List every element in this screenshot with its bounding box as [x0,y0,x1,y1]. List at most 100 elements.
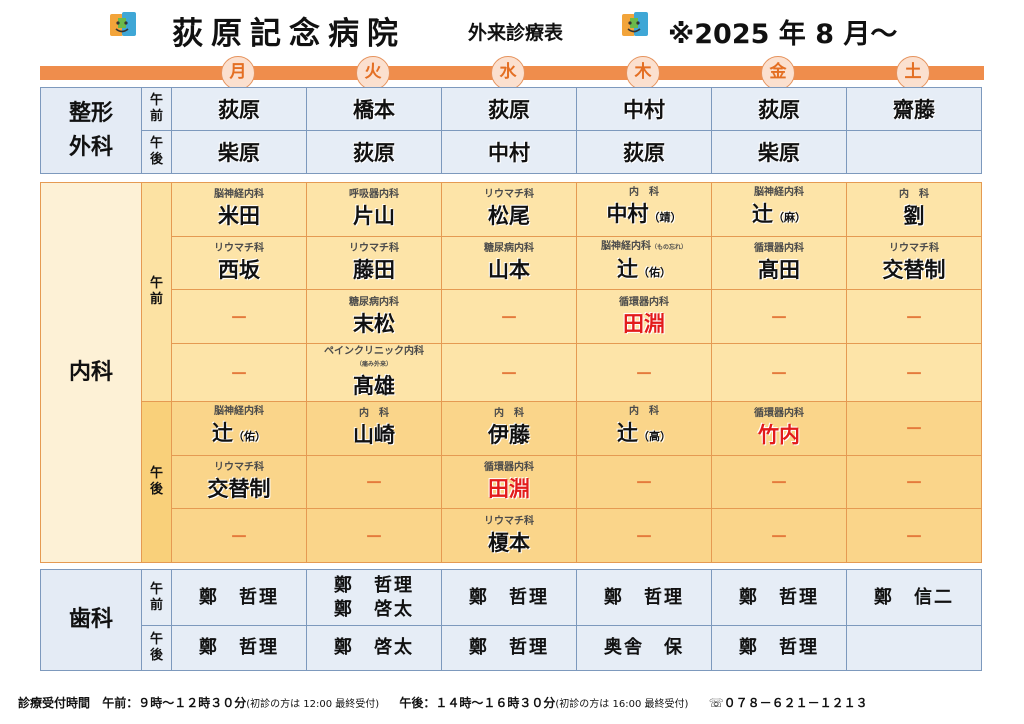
day-mon: 月 [221,56,255,90]
doctor-cell: 内 科山崎 [306,401,442,456]
doctor-cell: 循環器内科 竹内 [711,401,847,456]
doctor-name: 辻（佑） [212,421,266,446]
specialty-label: 循環器内科 [619,296,669,308]
dash-mark: － [905,419,923,441]
specialty-label: 内 科 [899,189,929,201]
doctor-name: 片山 [353,204,395,229]
doctor-cell: － [846,289,982,345]
doctor-cell: 橋本 [306,87,442,131]
pm-label: 午後 [141,130,172,174]
doctor-cell: 荻原 [306,130,442,174]
specialty-label: 循環器内科 [754,408,804,420]
doctor-name: 鄭 哲理 [469,637,549,658]
day-fri: 金 [761,56,795,90]
doctor-name: 辻（高） [617,421,671,446]
doctor-name: 藤田 [353,258,395,283]
doctor-cell: 鄭 哲理 [711,625,847,671]
doctor-cell: － [846,343,982,403]
dept-orthopedics: 整形 外科 [40,87,142,174]
dash-mark: － [635,526,653,548]
doctor-cell: リウマチ科 交替制 [846,235,982,291]
phone-number: ☏０７８－６２１－１２１３ [708,696,868,710]
specialty-label: 脳神経内科 [754,187,804,199]
am-label: 午前 [141,181,172,403]
doctor-cell: リウマチ科 西坂 [171,235,307,291]
doctor-cell: － [171,508,307,564]
doctor-name: 鄭 啓太 [334,637,414,658]
doctor-cell: 荻原 [441,87,577,131]
doctor-cell: 内 科辻（高） [576,401,712,456]
doctor-name: 山崎 [353,423,395,448]
doctor-name: 山本 [488,258,530,283]
doctor-cell: 荻原 [576,130,712,174]
doctor-cell: 荻原 [171,87,307,131]
doctor-cell: ペインクリニック内科（痛み外来） 髙雄 [306,343,442,403]
doctor-name: 鄭 哲理 [469,586,549,608]
doctor-name: 鄭 哲理 [739,637,819,658]
doctor-cell: － [711,343,847,403]
hospital-logo-icon [622,12,648,36]
doctor-name: 田淵 [623,311,665,336]
dash-mark: － [365,526,383,548]
reception-label: 診療受付時間 [18,696,91,710]
pm-label: 午後 [141,401,172,564]
doctor-cell: － [846,454,982,510]
doctor-name: 辻（麻） [752,202,806,227]
specialty-label: 内 科 [359,408,389,420]
day-sat: 土 [896,56,930,90]
doctor-cell: 脳神経内科 辻（佑） [171,401,307,456]
closed-cell [846,625,982,671]
doctor-cell: － [846,401,982,456]
doctor-cell: 鄭 哲理 [711,569,847,626]
doctor-cell: 糖尿病内科 末松 [306,289,442,345]
doctor-cell: － [711,508,847,564]
doctor-cell: 内 科伊藤 [441,401,577,456]
specialty-label: 脳神経内科（もの忘れ） [600,240,687,252]
dash-mark: － [770,363,788,385]
doctor-name: 鄭 哲理 [199,586,279,608]
doctor-cell: 荻原 [711,87,847,131]
doctor-cell: リウマチ科 松尾 [441,182,577,237]
hospital-name: 荻原記念病院 [172,16,406,52]
doctor-cell: － [576,508,712,564]
doctor-cell: リウマチ科 藤田 [306,235,442,291]
dept-internal-medicine: 内科 [40,181,142,564]
dash-mark: － [905,363,923,385]
specialty-label: 循環器内科 [484,462,534,474]
pm-label: 午後 [141,625,172,671]
dash-mark: － [635,363,653,385]
doctor-cell: － [576,454,712,510]
doctor-cell: 鄭 哲理 [441,569,577,626]
day-tue: 火 [356,56,390,90]
page-header: 荻原記念病院 外来診療表 ※2025 年 8 月～ [0,0,1024,60]
doctor-cell: 鄭 信二 [846,569,982,626]
doctor-cell: － [846,508,982,564]
doctor-cell: 鄭 哲理 [171,625,307,671]
doctor-cell: 循環器内科 髙田 [711,235,847,291]
specialty-label: 内 科 [494,408,524,420]
dash-mark: － [365,473,383,495]
am-hours: 午前：９時～１２時３０分(初診の方は 12:00 最終受付) [102,696,380,710]
specialty-label: 循環器内科 [754,243,804,255]
doctor-name: 伊藤 [488,423,530,448]
effective-date: ※2025 年 8 月～ [668,19,898,50]
doctor-cell: 中村 [576,87,712,131]
doctor-cell: 脳神経内科（もの忘れ） 辻（佑） [576,235,712,291]
doctor-name: 劉 [903,204,925,229]
doctor-name: 交替制 [882,258,946,283]
doctor-cell: － [711,289,847,345]
doctor-name: 奥舎 保 [604,637,684,658]
day-wed: 水 [491,56,525,90]
doctor-name: 中村（靖） [606,202,682,227]
doctor-name: 田淵 [488,477,530,502]
doctor-cell: 鄭 哲理 [576,569,712,626]
specialty-label: リウマチ科 [484,189,534,201]
doctor-name: 西坂 [218,258,260,283]
am-label: 午前 [141,569,172,626]
doctor-cell: 柴原 [171,130,307,174]
specialty-label: 呼吸器内科 [349,189,399,201]
dental-table: 歯科午前鄭 哲理鄭 哲理鄭 啓太鄭 哲理鄭 哲理鄭 哲理鄭 信二午後鄭 哲理鄭 … [40,569,982,671]
dash-mark: － [905,473,923,495]
doctor-cell: － [171,289,307,345]
dash-mark: － [905,526,923,548]
